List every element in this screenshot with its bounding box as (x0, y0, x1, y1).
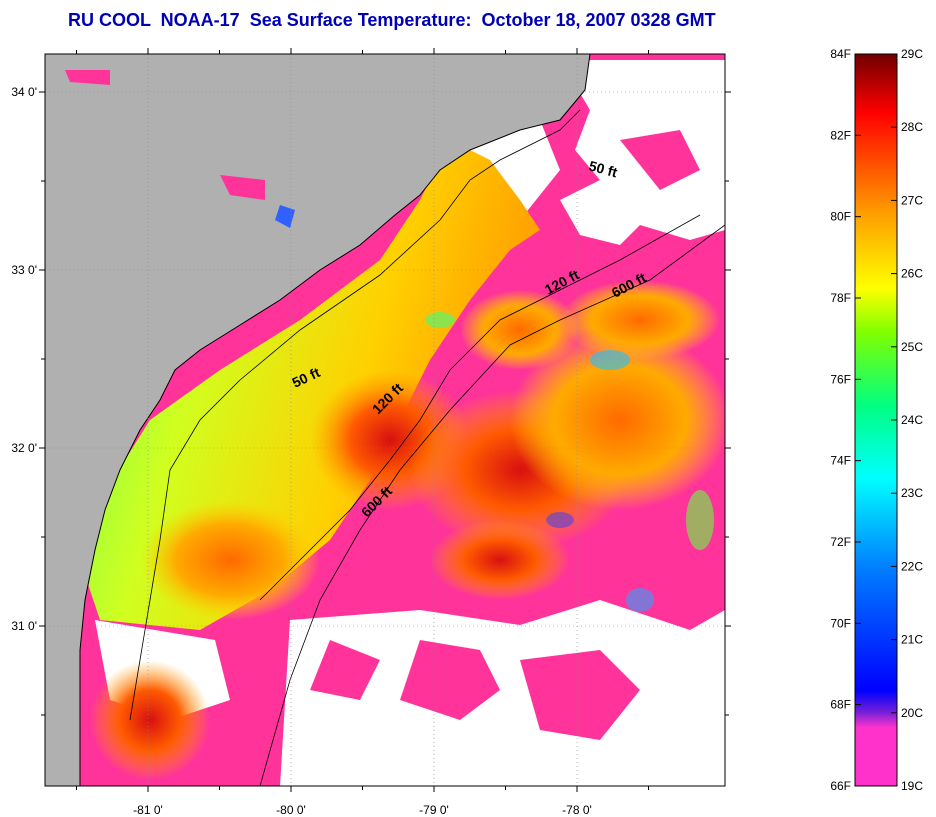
colorbar-f-label: 84F (830, 47, 851, 61)
lat-tick-label: 34 0' (11, 85, 37, 99)
graticule (45, 54, 725, 786)
colorbar-f-label: 78F (830, 291, 851, 305)
colorbar-c-label: 20C (901, 706, 923, 720)
colorbar-c-label: 22C (901, 559, 923, 573)
isobath-120ft (259, 214, 701, 601)
colorbar-f-label: 72F (830, 535, 851, 549)
map-frame (44, 53, 726, 787)
colorbar-f-label: 82F (830, 128, 851, 142)
colorbar-c-label: 29C (901, 47, 923, 61)
isobath-600ft (259, 224, 725, 786)
cloud-region-south (280, 600, 725, 786)
colorbar-c-label: 28C (901, 120, 923, 134)
colorbar-f-label: 80F (830, 210, 851, 224)
colorbar-c-label: 27C (901, 193, 923, 207)
lon-tick-label: -81 0' (133, 803, 163, 817)
map-ticks: 34 0' 33 0' 32 0' 31 0' -81 0' -80 0' -79 0' -7… (11, 48, 731, 817)
colorbar-c-label: 19C (901, 779, 923, 793)
lat-tick-label: 31 0' (11, 619, 37, 633)
coastline (79, 54, 591, 786)
isobath-50ft (129, 109, 581, 721)
colorbar-c-label: 25C (901, 340, 923, 354)
colorbar (854, 53, 898, 787)
lat-tick-label: 32 0' (11, 441, 37, 455)
contour-label-50ft-north: 50 ft (587, 157, 619, 180)
colorbar-c-label: 24C (901, 413, 923, 427)
colorbar-f-label: 68F (830, 698, 851, 712)
lon-tick-label: -80 0' (276, 803, 306, 817)
colorbar-ticks: 84F 82F 80F 78F 76F 74F 72F 70F 68F 66F 29C 28C 27C 2… (830, 47, 923, 793)
colorbar-f-label: 74F (830, 454, 851, 468)
lon-tick-label: -78 0' (562, 803, 592, 817)
land-mass (45, 54, 590, 786)
lon-tick-label: -79 0' (419, 803, 449, 817)
colorbar-c-label: 21C (901, 633, 923, 647)
lat-tick-label: 33 0' (11, 263, 37, 277)
figure-title: RU COOL NOAA-17 Sea Surface Temperature:… (68, 10, 716, 30)
colorbar-f-label: 76F (830, 372, 851, 386)
colorbar-f-label: 66F (830, 779, 851, 793)
colorbar-c-label: 23C (901, 486, 923, 500)
colorbar-f-label: 70F (830, 616, 851, 630)
map-imagery (45, 54, 725, 786)
colorbar-c-label: 26C (901, 267, 923, 281)
